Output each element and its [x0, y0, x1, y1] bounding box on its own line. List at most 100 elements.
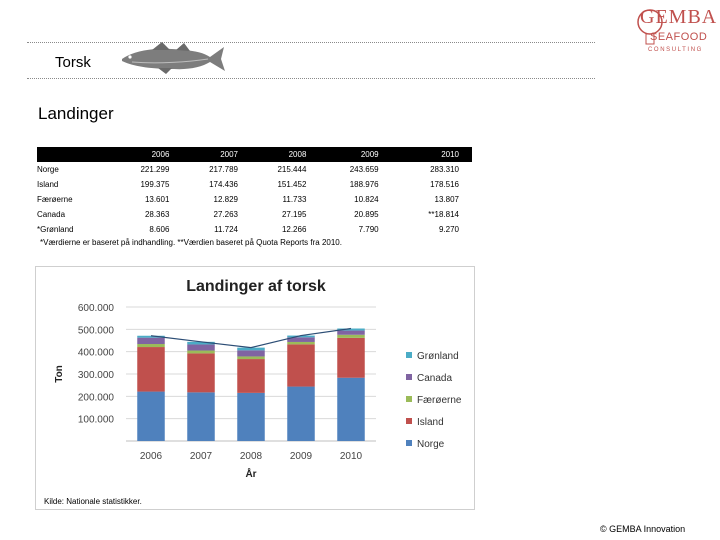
x-tick-label: 2006 — [140, 451, 163, 462]
top-divider — [27, 42, 595, 43]
table-header-row: 2006 2007 2008 2009 2010 — [37, 147, 472, 162]
bottom-divider — [27, 78, 595, 79]
table-cell: 188.976 — [349, 180, 379, 189]
bar-segment — [137, 344, 165, 348]
landings-table: 2006 2007 2008 2009 2010 Norge 221.299 2… — [37, 147, 472, 237]
bar-segment — [287, 337, 315, 342]
chart-svg: Landinger af torsk 100.000 200.000 300.000 4… — [54, 278, 462, 480]
table-row-label: Norge — [37, 165, 59, 174]
table-header-cell — [37, 147, 107, 162]
table-cell: 151.452 — [277, 180, 307, 189]
table-cell: 7.790 — [358, 225, 379, 234]
table-cell: 11.733 — [282, 195, 307, 204]
bar-segment — [137, 391, 165, 441]
table-row: Norge 221.299 217.789 215.444 243.659 28… — [37, 162, 472, 177]
table-cell: 27.195 — [281, 210, 307, 219]
bar-segment — [337, 337, 365, 378]
bar-segment — [337, 377, 365, 441]
table-cell: 217.789 — [209, 165, 238, 174]
table-footnote: *Værdierne er baseret på indhandling. **… — [40, 238, 342, 247]
table-cell: 9.270 — [438, 225, 459, 234]
table-cell: 283.310 — [430, 165, 459, 174]
legend-entry: Norge — [417, 439, 445, 450]
table-row-label: Canada — [37, 210, 66, 219]
legend-swatch — [406, 374, 412, 380]
table-cell: 199.375 — [140, 180, 170, 189]
bar-segment — [237, 392, 265, 441]
table-cell: 12.266 — [281, 225, 307, 234]
x-tick-label: 2010 — [340, 451, 363, 462]
legend-entry: Færøerne — [417, 395, 462, 406]
table-cell: 13.601 — [144, 195, 170, 204]
bar-segment — [187, 392, 215, 441]
table-cell: 12.829 — [213, 195, 238, 204]
y-tick-label: 100.000 — [78, 415, 115, 426]
table-cell: 221.299 — [140, 165, 170, 174]
table-cell: 28.363 — [144, 210, 170, 219]
table-row: *Grønland 8.606 11.724 12.266 7.790 9.27… — [37, 222, 472, 237]
table-row: Færøerne 13.601 12.829 11.733 10.824 13.… — [37, 192, 472, 207]
table-header-cell: 2006 — [107, 147, 178, 162]
table-cell: 8.606 — [149, 225, 170, 234]
logo-text-consulting: CONSULTING — [648, 47, 703, 53]
table-cell: 215.444 — [277, 165, 307, 174]
bar-segment — [237, 350, 265, 357]
bar-segment — [287, 341, 315, 345]
legend-entry: Grønland — [417, 351, 459, 362]
table-row-label: Færøerne — [37, 195, 73, 204]
table-row: Island 199.375 174.436 151.452 188.976 1… — [37, 177, 472, 192]
table-cell: 174.436 — [209, 180, 238, 189]
slide-title: Torsk — [55, 54, 91, 71]
table-cell: 243.659 — [349, 165, 379, 174]
legend-entry: Island — [417, 417, 444, 428]
bar-segment — [287, 386, 315, 441]
table-row: Canada 28.363 27.263 27.195 20.895 **18.… — [37, 207, 472, 222]
bar-segment — [137, 335, 165, 338]
bar-segment — [237, 359, 265, 393]
y-tick-label: 600.000 — [78, 303, 115, 314]
bar-segment — [337, 334, 365, 338]
table-header-cell: 2009 — [314, 147, 389, 162]
y-axis-label: Ton — [54, 365, 65, 383]
y-tick-label: 300.000 — [78, 370, 115, 381]
table-cell: 20.895 — [354, 210, 379, 219]
logo-text-gemba: GEMBA — [640, 6, 718, 28]
bar-segment — [337, 328, 365, 331]
bar-segment — [187, 344, 215, 351]
table-cell: 10.824 — [354, 195, 379, 204]
x-tick-label: 2007 — [190, 451, 213, 462]
table-row-label: *Grønland — [37, 225, 74, 234]
bar-segment — [287, 335, 315, 338]
legend-swatch — [406, 396, 412, 402]
total-line — [150, 327, 352, 349]
x-tick-label: 2008 — [240, 451, 263, 462]
legend-swatch — [406, 440, 412, 446]
table-cell: **18.814 — [428, 210, 459, 219]
legend-entry: Canada — [417, 373, 452, 384]
y-tick-label: 500.000 — [78, 325, 115, 336]
y-tick-label: 200.000 — [78, 392, 115, 403]
table-header-cell: 2010 — [388, 147, 472, 162]
chart-title: Landinger af torsk — [186, 278, 326, 295]
landings-chart: Landinger af torsk 100.000 200.000 300.000 4… — [35, 266, 475, 510]
cod-fish-icon — [122, 42, 225, 74]
legend-swatch — [406, 418, 412, 424]
bar-segment — [237, 356, 265, 360]
bar-segment — [187, 353, 215, 393]
bar-segment — [287, 344, 315, 387]
x-axis-label: År — [245, 467, 256, 480]
logo-text-seafood: SEAFOOD — [650, 31, 708, 43]
gemba-logo: GEMBA SEAFOOD CONSULTING — [636, 4, 716, 60]
section-title: Landinger — [38, 104, 114, 123]
copyright-text: © GEMBA Innovation — [600, 524, 686, 534]
legend-swatch — [406, 352, 412, 358]
bar-segment — [187, 350, 215, 354]
table-cell: 13.807 — [434, 195, 459, 204]
table-cell: 27.263 — [213, 210, 238, 219]
bar-segment — [137, 347, 165, 392]
table-header-cell: 2008 — [244, 147, 315, 162]
table-header-cell: 2007 — [177, 147, 244, 162]
table-row-label: Island — [37, 180, 59, 189]
table-cell: 178.516 — [430, 180, 459, 189]
table-cell: 11.724 — [214, 225, 238, 234]
